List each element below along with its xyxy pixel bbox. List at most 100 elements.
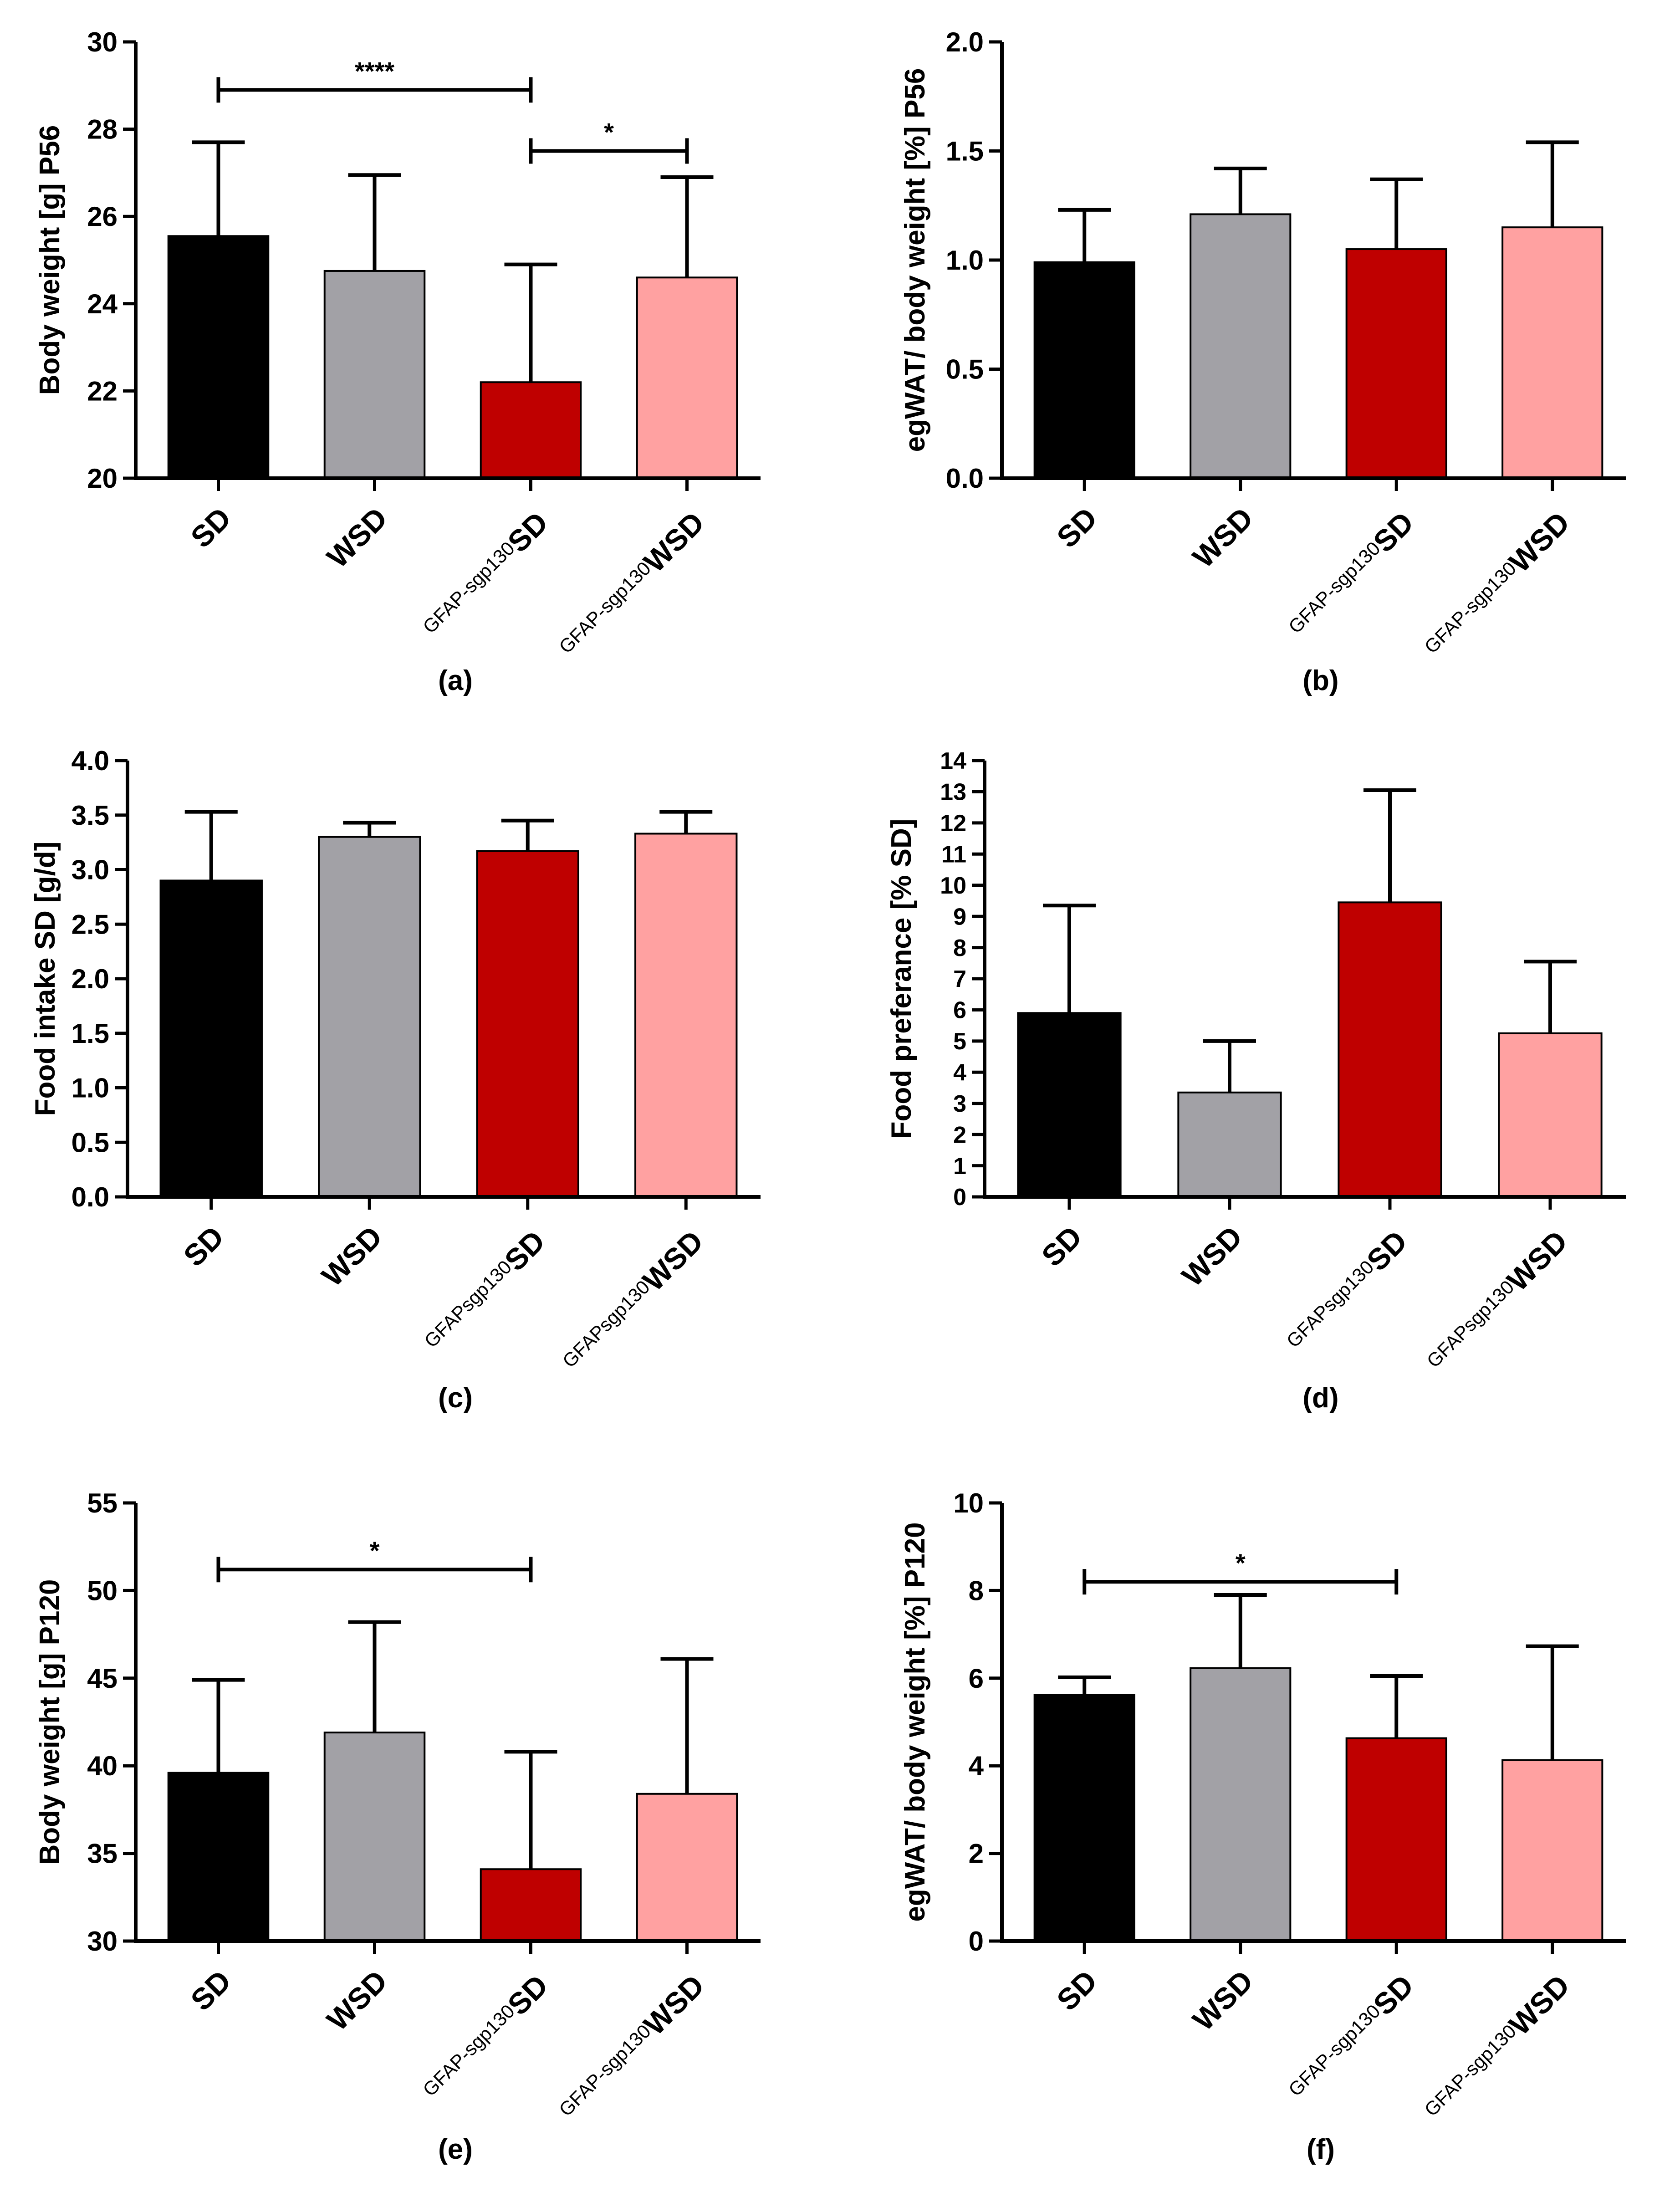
y-axis-title-b: egWAT/ body weight [%] P56 bbox=[899, 68, 931, 452]
bar-f-0 bbox=[1033, 1694, 1135, 1942]
y-tick-label-e-0: 30 bbox=[87, 1926, 117, 1957]
x-tick-label-c-0: SD bbox=[177, 1220, 230, 1273]
y-tick-label-c-4: 2.0 bbox=[71, 964, 109, 994]
bar-f-1 bbox=[1190, 1667, 1292, 1942]
y-tick-label-e-5: 55 bbox=[87, 1488, 117, 1518]
bar-b-0 bbox=[1033, 261, 1135, 479]
x-tick-label-f-1: WSD bbox=[1186, 1964, 1259, 2037]
y-tick-label-a-1: 22 bbox=[87, 376, 117, 406]
y-tick-label-c-6: 3.0 bbox=[71, 855, 109, 885]
y-tick-label-b-3: 1.5 bbox=[946, 136, 984, 167]
x-label-main-d-1: WSD bbox=[1175, 1220, 1249, 1293]
x-label-main-e-1: WSD bbox=[320, 1964, 393, 2037]
y-tick-label-b-4: 2.0 bbox=[946, 27, 984, 57]
x-label-prefix-f-2: GFAP-sgp130 bbox=[1284, 2000, 1384, 2100]
y-tick-label-d-11: 11 bbox=[941, 841, 966, 868]
bar-c-3 bbox=[634, 833, 738, 1198]
y-tick-label-d-8: 8 bbox=[953, 935, 966, 961]
y-tick-label-e-1: 35 bbox=[87, 1839, 117, 1869]
chart-panel-b: 0.0 0.5 1.0 1.5 2.0 SD WSD GFAP-sgp130SDGFAP-sg… bbox=[899, 27, 1626, 696]
bar-f-3 bbox=[1501, 1759, 1603, 1942]
y-tick-label-d-3: 3 bbox=[953, 1091, 966, 1117]
x-tick-label-f-3: GFAP-sgp130WSD bbox=[1418, 1968, 1576, 2126]
sig-label-a-1: * bbox=[604, 118, 614, 147]
x-label-prefix-c-3: GFAPsgp130 bbox=[558, 1276, 654, 1372]
x-label-main-d-0: SD bbox=[1035, 1220, 1088, 1273]
bar-c-2 bbox=[476, 850, 579, 1198]
bar-f-2 bbox=[1345, 1737, 1447, 1942]
y-tick-label-f-5: 10 bbox=[953, 1488, 984, 1518]
bar-a-3 bbox=[636, 276, 738, 479]
bar-b-2 bbox=[1345, 248, 1447, 479]
x-label-main-b-0: SD bbox=[1050, 501, 1103, 554]
x-tick-label-d-2: GFAPsgp130SD bbox=[1280, 1224, 1414, 1358]
panel-label-a: (a) bbox=[438, 665, 473, 696]
y-tick-label-d-4: 4 bbox=[953, 1059, 966, 1086]
y-tick-label-d-14: 14 bbox=[940, 748, 966, 774]
y-tick-label-b-2: 1.0 bbox=[946, 245, 984, 276]
x-label-main-f-1: WSD bbox=[1186, 1964, 1259, 2037]
y-tick-label-f-0: 0 bbox=[969, 1926, 984, 1957]
y-tick-label-a-0: 20 bbox=[87, 463, 117, 494]
x-tick-label-f-0: SD bbox=[1050, 1964, 1103, 2017]
x-label-prefix-a-2: GFAP-sgp130 bbox=[419, 537, 519, 638]
y-tick-label-d-5: 5 bbox=[953, 1028, 966, 1055]
chart-panel-c: 0.0 0.5 1.0 1.5 2.0 2.5 3.0 3.5 4.0 SD WSD GFAPsgp1… bbox=[30, 746, 761, 1414]
x-label-prefix-d-2: GFAPsgp130 bbox=[1282, 1256, 1378, 1352]
y-tick-label-f-3: 6 bbox=[969, 1663, 984, 1694]
y-tick-label-d-7: 7 bbox=[953, 966, 966, 992]
x-tick-label-e-1: WSD bbox=[320, 1964, 393, 2037]
y-axis-title-a: Body weight [g] P56 bbox=[34, 125, 66, 395]
bar-a-1 bbox=[323, 270, 426, 479]
bar-b-3 bbox=[1501, 226, 1603, 479]
y-tick-label-d-10: 10 bbox=[940, 873, 966, 899]
x-tick-label-b-1: WSD bbox=[1186, 501, 1259, 574]
y-axis-title-d: Food preferance [% SD] bbox=[886, 819, 917, 1139]
x-tick-label-b-0: SD bbox=[1050, 501, 1103, 554]
chart-panel-e: 30 35 40 45 50 55 SD WSD GFAP-sgp130SDGFAP-sgp13… bbox=[34, 1488, 761, 2165]
x-tick-label-a-1: WSD bbox=[320, 501, 393, 574]
y-tick-label-c-5: 2.5 bbox=[71, 909, 109, 940]
x-tick-label-c-2: GFAPsgp130SD bbox=[418, 1224, 551, 1358]
y-tick-label-e-2: 40 bbox=[87, 1751, 117, 1781]
sig-label-a-0: **** bbox=[355, 56, 394, 85]
y-tick-label-e-3: 45 bbox=[87, 1663, 117, 1694]
y-tick-label-c-1: 0.5 bbox=[71, 1127, 109, 1158]
y-tick-label-d-6: 6 bbox=[953, 997, 966, 1024]
y-tick-label-d-2: 2 bbox=[953, 1122, 966, 1148]
y-tick-label-f-1: 2 bbox=[969, 1839, 984, 1869]
y-tick-label-b-1: 0.5 bbox=[946, 354, 984, 385]
y-tick-label-a-4: 28 bbox=[87, 114, 117, 145]
y-tick-label-e-4: 50 bbox=[87, 1575, 117, 1606]
x-label-prefix-d-3: GFAPsgp130 bbox=[1423, 1276, 1518, 1372]
bar-d-0 bbox=[1017, 1012, 1122, 1198]
bar-b-1 bbox=[1190, 213, 1292, 480]
x-tick-label-a-0: SD bbox=[184, 501, 237, 554]
bar-e-0 bbox=[167, 1772, 270, 1942]
x-tick-label-b-3: GFAP-sgp130WSD bbox=[1418, 505, 1576, 664]
x-tick-label-f-2: GFAP-sgp130SD bbox=[1282, 1968, 1420, 2106]
x-label-prefix-e-2: GFAP-sgp130 bbox=[419, 2000, 519, 2100]
x-tick-label-a-2: GFAP-sgp130SD bbox=[416, 505, 555, 644]
y-tick-label-b-0: 0.0 bbox=[946, 463, 984, 494]
y-tick-label-c-2: 1.0 bbox=[71, 1073, 109, 1104]
x-label-main-c-0: SD bbox=[177, 1220, 230, 1273]
bar-d-3 bbox=[1498, 1032, 1603, 1198]
y-axis-title-f: egWAT/ body weight [%] P120 bbox=[899, 1522, 931, 1921]
x-label-main-f-0: SD bbox=[1050, 1964, 1103, 2017]
y-tick-label-d-0: 0 bbox=[953, 1184, 966, 1211]
x-tick-label-e-2: GFAP-sgp130SD bbox=[416, 1968, 555, 2106]
x-label-main-c-1: WSD bbox=[315, 1220, 388, 1293]
x-tick-label-c-1: WSD bbox=[315, 1220, 388, 1293]
bar-c-0 bbox=[159, 879, 263, 1198]
y-tick-label-c-7: 3.5 bbox=[71, 800, 109, 831]
x-tick-label-b-2: GFAP-sgp130SD bbox=[1282, 505, 1420, 644]
bar-d-2 bbox=[1338, 901, 1442, 1198]
x-label-main-e-0: SD bbox=[184, 1964, 237, 2017]
y-tick-label-f-2: 4 bbox=[969, 1751, 984, 1781]
y-tick-label-c-3: 1.5 bbox=[71, 1018, 109, 1049]
sig-label-f-0: * bbox=[1236, 1548, 1246, 1577]
x-label-prefix-e-3: GFAP-sgp130 bbox=[555, 2020, 655, 2120]
